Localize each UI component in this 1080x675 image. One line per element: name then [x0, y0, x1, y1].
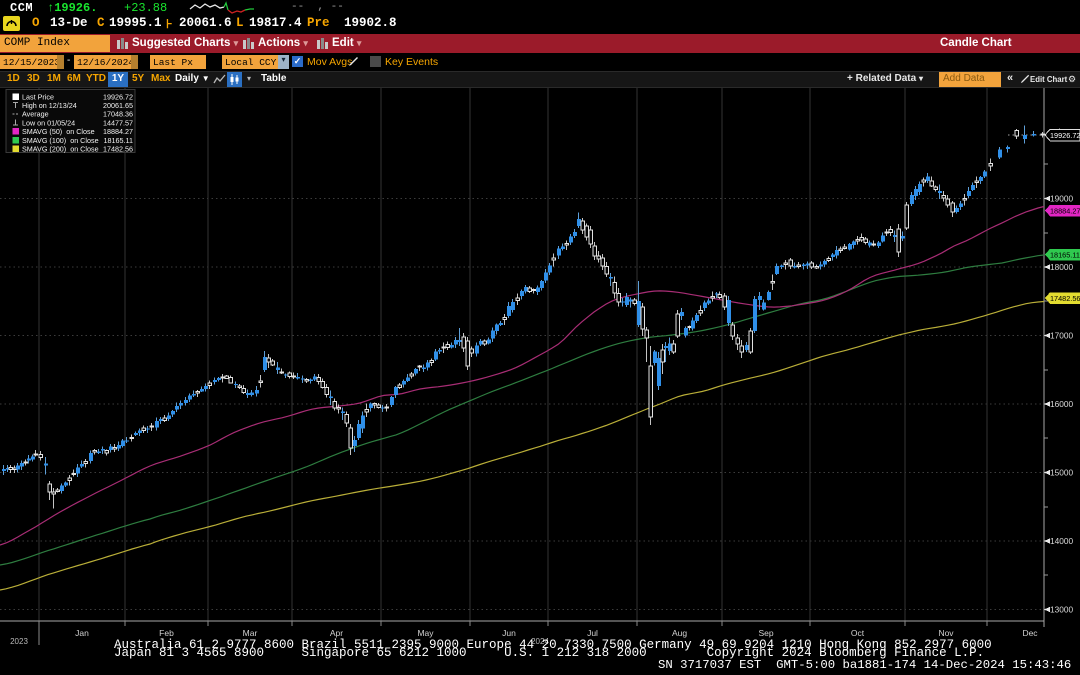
svg-text:20061.65: 20061.65: [103, 101, 133, 110]
svg-text:19926.72: 19926.72: [103, 92, 133, 101]
svg-text:May: May: [417, 628, 434, 638]
svg-text:High on 12/13/24: High on 12/13/24: [22, 101, 77, 110]
svg-text:18000: 18000: [1050, 262, 1073, 272]
svg-text:17000: 17000: [1050, 331, 1073, 341]
svg-text:Feb: Feb: [159, 628, 174, 638]
svg-text:Jun: Jun: [502, 628, 516, 638]
svg-text:17048.36: 17048.36: [103, 110, 133, 119]
svg-text:Jan: Jan: [75, 628, 89, 638]
svg-text:SMAVG (50) on Close: SMAVG (50) on Close: [22, 127, 95, 136]
svg-text:18165.11: 18165.11: [1050, 250, 1080, 259]
svg-text:17482.56: 17482.56: [103, 145, 133, 154]
svg-text:15000: 15000: [1050, 468, 1073, 478]
svg-text:16000: 16000: [1050, 399, 1073, 409]
svg-text:13000: 13000: [1050, 605, 1073, 615]
svg-text:Last Price: Last Price: [22, 92, 54, 101]
svg-text:19000: 19000: [1050, 194, 1073, 204]
svg-text:14477.57: 14477.57: [103, 118, 133, 127]
svg-text:Aug: Aug: [672, 628, 687, 638]
svg-text:2024: 2024: [531, 637, 549, 646]
svg-text:SMAVG (100) on Close: SMAVG (100) on Close: [22, 136, 99, 145]
svg-text:Dec: Dec: [1022, 628, 1038, 638]
svg-text:Oct: Oct: [851, 628, 865, 638]
svg-text:Low on 01/05/24: Low on 01/05/24: [22, 118, 75, 127]
svg-text:2023: 2023: [10, 637, 28, 646]
svg-text:Average: Average: [22, 110, 49, 119]
svg-text:SMAVG (200) on Close: SMAVG (200) on Close: [22, 145, 99, 154]
svg-text:Jul: Jul: [587, 628, 598, 638]
svg-text:Apr: Apr: [330, 628, 343, 638]
svg-text:18165.11: 18165.11: [104, 136, 133, 145]
svg-text:Sep: Sep: [758, 628, 773, 638]
svg-text:18884.27: 18884.27: [1050, 206, 1080, 215]
svg-text:19926.72: 19926.72: [1050, 131, 1080, 140]
svg-text:Mar: Mar: [243, 628, 258, 638]
svg-text:Nov: Nov: [938, 628, 954, 638]
svg-text:17482.56: 17482.56: [1050, 294, 1080, 303]
svg-text:18884.27: 18884.27: [103, 127, 133, 136]
svg-text:14000: 14000: [1050, 536, 1073, 546]
